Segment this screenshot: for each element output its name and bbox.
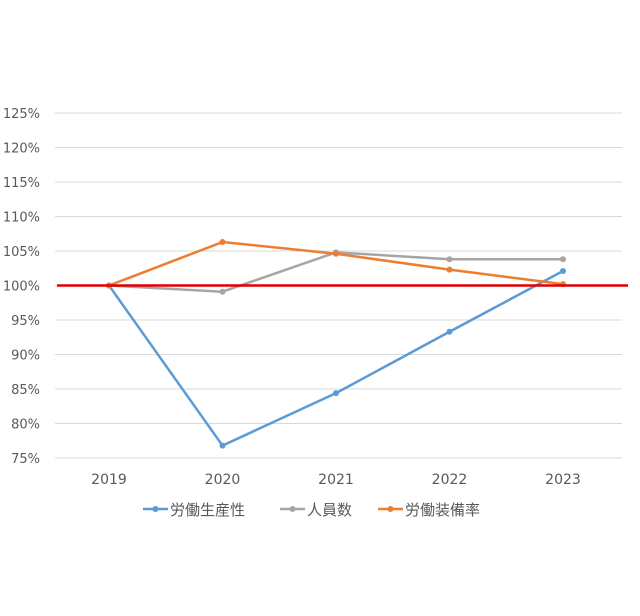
data-point bbox=[446, 256, 453, 263]
series-line-2 bbox=[108, 240, 564, 287]
series-line-0 bbox=[107, 269, 564, 447]
y-tick-label: 120% bbox=[3, 142, 40, 157]
data-point bbox=[446, 328, 453, 335]
series-lines bbox=[106, 239, 566, 449]
legend-marker bbox=[387, 506, 394, 512]
legend-entry: 人員数 bbox=[280, 501, 352, 519]
y-tick-label: 115% bbox=[3, 176, 40, 191]
data-point bbox=[446, 266, 453, 273]
legend-label: 労働装備率 bbox=[405, 501, 480, 519]
y-tick-label: 80% bbox=[11, 418, 40, 433]
data-point bbox=[219, 442, 226, 449]
y-tick-label: 105% bbox=[3, 245, 40, 260]
x-tick-label: 2023 bbox=[545, 472, 581, 488]
y-tick-label: 75% bbox=[11, 452, 40, 467]
data-point bbox=[333, 250, 339, 257]
y-tick-label: 90% bbox=[11, 349, 40, 364]
y-tick-label: 125% bbox=[3, 107, 40, 122]
legend: 労働生産性 人員数 労働装備率 bbox=[143, 501, 480, 519]
legend-marker bbox=[152, 506, 159, 512]
data-point bbox=[219, 239, 226, 246]
legend-marker bbox=[289, 506, 296, 512]
x-tick-label: 2020 bbox=[205, 472, 241, 488]
x-axis-ticks: 2019 2020 2021 2022 2023 bbox=[91, 472, 581, 488]
data-point bbox=[219, 288, 226, 295]
data-point bbox=[333, 390, 339, 397]
x-tick-label: 2021 bbox=[318, 472, 354, 488]
y-axis-ticks: 75% 80% 85% 90% 95% 100% 105% 110% 115% 120% 125% bbox=[3, 107, 40, 467]
legend-entry: 労働装備率 bbox=[378, 501, 480, 519]
data-point bbox=[560, 268, 566, 275]
y-tick-label: 110% bbox=[3, 211, 40, 226]
legend-label: 人員数 bbox=[307, 501, 352, 519]
x-tick-label: 2022 bbox=[432, 472, 468, 488]
legend-label: 労働生産性 bbox=[170, 501, 245, 519]
y-tick-label: 95% bbox=[11, 314, 40, 329]
data-point bbox=[560, 256, 566, 263]
y-tick-label: 85% bbox=[11, 383, 40, 398]
legend-entry: 労働生産性 bbox=[143, 501, 245, 519]
x-tick-label: 2019 bbox=[91, 472, 127, 488]
y-tick-label: 100% bbox=[3, 280, 40, 295]
